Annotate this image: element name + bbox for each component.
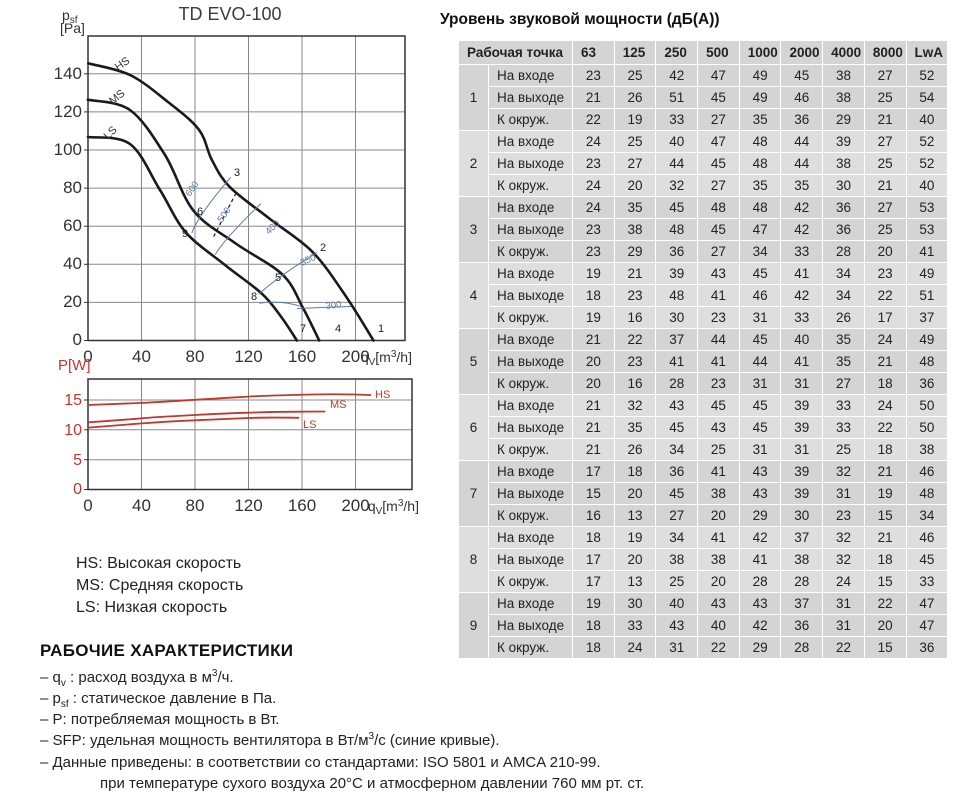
svg-text:8: 8 xyxy=(251,291,257,303)
svg-text:MS: MS xyxy=(330,399,347,411)
svg-text:3: 3 xyxy=(234,167,240,179)
svg-text:160: 160 xyxy=(288,496,316,515)
svg-text:40: 40 xyxy=(63,254,82,273)
svg-text:0: 0 xyxy=(83,496,92,515)
svg-text:5: 5 xyxy=(73,452,82,469)
svg-text:40: 40 xyxy=(132,496,151,515)
svg-text:2: 2 xyxy=(320,242,326,254)
svg-text:qV[m3/h]: qV[m3/h] xyxy=(361,349,412,368)
svg-text:LS: LS xyxy=(303,419,316,431)
svg-text:7: 7 xyxy=(300,323,306,335)
svg-text:4: 4 xyxy=(335,323,341,335)
svg-text:80: 80 xyxy=(186,496,205,515)
svg-text:0: 0 xyxy=(73,330,82,349)
svg-text:300: 300 xyxy=(325,299,342,312)
svg-text:160: 160 xyxy=(288,347,316,366)
svg-text:120: 120 xyxy=(234,496,262,515)
svg-text:400: 400 xyxy=(263,218,282,237)
svg-text:MS: MS xyxy=(107,87,127,107)
svg-text:40: 40 xyxy=(132,347,151,366)
svg-text:60: 60 xyxy=(63,216,82,235)
svg-text:0: 0 xyxy=(73,481,82,498)
svg-text:100: 100 xyxy=(54,140,82,159)
svg-text:P[W]: P[W] xyxy=(58,357,91,374)
svg-text:600: 600 xyxy=(183,179,201,198)
svg-text:120: 120 xyxy=(234,347,262,366)
svg-text:qV[m3/h]: qV[m3/h] xyxy=(368,498,419,517)
svg-text:10: 10 xyxy=(64,422,82,439)
svg-text:HS: HS xyxy=(375,389,390,401)
svg-text:[Pa]: [Pa] xyxy=(60,20,85,36)
svg-text:80: 80 xyxy=(63,178,82,197)
svg-text:9: 9 xyxy=(182,228,188,240)
svg-text:80: 80 xyxy=(186,347,205,366)
svg-text:1: 1 xyxy=(378,323,384,335)
svg-text:20: 20 xyxy=(63,292,82,311)
svg-text:6: 6 xyxy=(197,206,203,218)
svg-text:15: 15 xyxy=(64,392,82,409)
svg-text:5: 5 xyxy=(275,272,281,284)
svg-text:500: 500 xyxy=(215,205,233,224)
svg-text:120: 120 xyxy=(54,102,82,121)
svg-text:200: 200 xyxy=(341,496,369,515)
svg-text:140: 140 xyxy=(54,64,82,83)
